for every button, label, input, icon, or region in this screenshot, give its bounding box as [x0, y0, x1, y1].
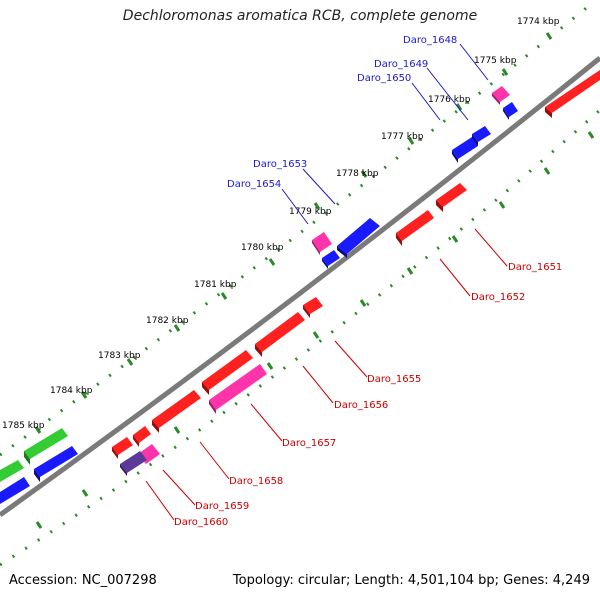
- gene-label-top[interactable]: Daro_1653: [253, 159, 307, 170]
- gene-feature[interactable]: [492, 86, 510, 105]
- gene-feature[interactable]: [396, 210, 434, 246]
- gene-feature[interactable]: [322, 250, 340, 269]
- top-gene-leaders: [281, 43, 489, 225]
- kbp-label: 1781 kbp: [194, 280, 237, 290]
- gene-feature[interactable]: [337, 218, 380, 258]
- accession-text: Accession: NC_007298: [9, 573, 157, 588]
- genome-summary-text: Topology: circular; Length: 4,501,104 bp…: [232, 573, 590, 588]
- gene-label-bottom[interactable]: Daro_1660: [174, 517, 228, 528]
- gene-feature[interactable]: [0, 477, 30, 504]
- kbp-label: 1777 kbp: [381, 132, 424, 142]
- gene-label-bottom[interactable]: Daro_1656: [334, 400, 388, 411]
- gene-feature[interactable]: [34, 446, 78, 482]
- gene-feature[interactable]: [303, 297, 323, 318]
- gene-label-bottom[interactable]: Daro_1657: [282, 438, 336, 449]
- gene-label-bottom[interactable]: Daro_1658: [229, 476, 283, 487]
- gene-label-top[interactable]: Daro_1650: [357, 73, 411, 84]
- map-title: Dechloromonas aromatica RCB, complete ge…: [122, 8, 478, 24]
- gene-feature[interactable]: [152, 390, 201, 433]
- gene-label-bottom[interactable]: Daro_1652: [471, 292, 525, 303]
- gene-feature[interactable]: [120, 451, 147, 476]
- gene-feature[interactable]: [545, 70, 600, 118]
- gene-feature[interactable]: [202, 350, 253, 395]
- gene-feature[interactable]: [436, 183, 467, 212]
- kbp-label: 1780 kbp: [241, 243, 284, 253]
- gene-feature[interactable]: [503, 102, 518, 120]
- gene-feature[interactable]: [133, 426, 151, 447]
- kbp-label: 1774 kbp: [517, 17, 560, 27]
- gene-label-bottom[interactable]: Daro_1651: [508, 262, 562, 273]
- gene-feature[interactable]: [24, 428, 68, 465]
- gene-label-top[interactable]: Daro_1654: [227, 179, 281, 190]
- genome-backbone: [0, 56, 600, 518]
- gene-label-top[interactable]: Daro_1649: [374, 59, 428, 70]
- gene-feature[interactable]: [452, 137, 478, 163]
- kbp-label: 1784 kbp: [50, 386, 93, 396]
- ruler-bottom-major-ticks: [35, 131, 595, 529]
- gene-feature[interactable]: [312, 232, 332, 255]
- gene-feature[interactable]: [0, 460, 24, 482]
- kbp-label: 1776 kbp: [428, 95, 471, 105]
- gene-label-bottom[interactable]: Daro_1659: [195, 501, 249, 512]
- kbp-label: 1779 kbp: [289, 207, 332, 217]
- ruler-top-major-ticks: [34, 32, 553, 434]
- ruler-bottom: [0, 108, 600, 567]
- gene-feature[interactable]: [112, 437, 133, 459]
- gene-label-bottom[interactable]: Daro_1655: [367, 374, 421, 385]
- kbp-label: 1783 kbp: [98, 351, 141, 361]
- gene-feature[interactable]: [255, 312, 305, 357]
- kbp-label: 1775 kbp: [474, 56, 517, 66]
- gene-feature[interactable]: [209, 364, 267, 414]
- gene-label-top[interactable]: Daro_1648: [403, 35, 457, 46]
- features-top-strand: [0, 70, 600, 504]
- kbp-label: 1778 kbp: [336, 169, 379, 179]
- kbp-label: 1785 kbp: [2, 421, 45, 431]
- bottom-gene-leaders: [145, 228, 508, 521]
- features-bottom-strand: [112, 183, 467, 476]
- kbp-label: 1782 kbp: [146, 316, 189, 326]
- gene-feature[interactable]: [472, 126, 491, 146]
